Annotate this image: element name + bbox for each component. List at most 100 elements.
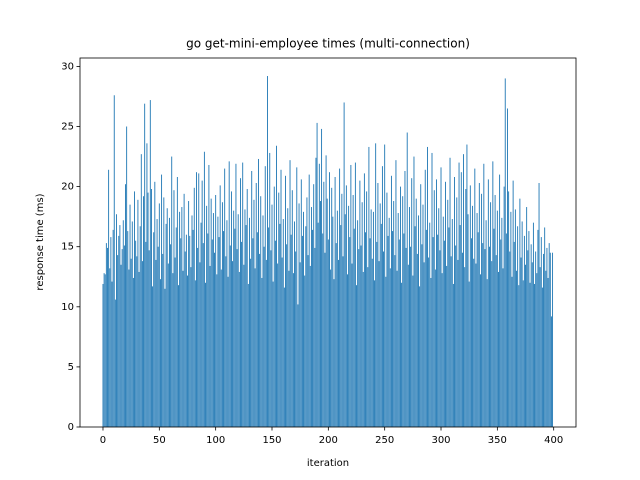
bar <box>407 264 409 427</box>
bar <box>112 229 114 427</box>
bar <box>394 255 396 427</box>
bar <box>347 274 348 427</box>
bar <box>199 262 201 427</box>
bar <box>174 257 176 427</box>
bar <box>212 213 214 427</box>
bar <box>464 267 466 427</box>
x-tick-label: 200 <box>319 435 338 446</box>
bar <box>223 231 224 427</box>
bar <box>544 227 546 427</box>
bar <box>256 232 258 427</box>
bar <box>233 210 235 427</box>
bar <box>338 259 339 427</box>
bar <box>386 192 388 427</box>
bar <box>295 251 297 427</box>
bar <box>182 270 184 427</box>
bar <box>361 202 363 427</box>
bar <box>402 196 404 427</box>
bar <box>331 187 333 427</box>
bar <box>451 219 453 427</box>
bar <box>552 252 554 427</box>
bar <box>429 222 431 427</box>
bar <box>279 223 281 427</box>
bar <box>409 207 410 427</box>
bar <box>445 181 446 427</box>
bar <box>384 144 386 427</box>
bar <box>342 256 344 427</box>
bar <box>254 268 256 427</box>
bar <box>442 216 444 427</box>
bar <box>165 223 167 427</box>
bar <box>491 261 493 427</box>
bar <box>441 273 443 427</box>
bar <box>153 232 155 427</box>
bar <box>378 261 380 427</box>
bar <box>326 198 328 427</box>
bar <box>261 277 263 427</box>
bar <box>274 240 276 427</box>
bar <box>540 237 542 427</box>
bar <box>237 214 239 427</box>
bar <box>268 227 270 427</box>
bar <box>341 193 343 427</box>
bar <box>232 261 234 427</box>
bar <box>173 190 175 427</box>
bar <box>283 287 285 427</box>
bar <box>340 225 342 427</box>
bar <box>103 273 105 427</box>
bar <box>457 259 459 427</box>
bar <box>263 246 265 427</box>
x-axis-label: iteration <box>307 458 349 469</box>
bar <box>217 216 219 427</box>
bar <box>312 229 314 427</box>
bar <box>487 179 489 427</box>
bar <box>548 243 550 427</box>
bar <box>525 264 526 427</box>
y-tick-label: 5 <box>68 362 74 373</box>
y-tick-label: 10 <box>61 302 74 313</box>
y-tick-label: 20 <box>61 182 74 193</box>
bar <box>499 174 501 427</box>
bar <box>412 275 414 427</box>
bar <box>117 255 119 427</box>
bar <box>303 211 304 427</box>
bar <box>413 156 415 428</box>
bar <box>241 241 243 427</box>
bar <box>550 316 552 427</box>
bar <box>108 169 110 428</box>
bar <box>512 180 514 427</box>
bar <box>272 281 274 427</box>
bar <box>228 161 230 427</box>
bar <box>537 229 539 427</box>
bar <box>390 175 392 427</box>
bar <box>513 241 515 427</box>
bar <box>377 183 379 427</box>
bar <box>214 252 215 427</box>
bar <box>292 273 294 427</box>
bar <box>127 231 129 427</box>
bar <box>493 228 495 427</box>
bar <box>269 152 271 427</box>
bar <box>339 168 341 427</box>
bar <box>230 191 232 427</box>
bar <box>107 247 108 427</box>
x-tick-label: 150 <box>262 435 281 446</box>
bar <box>163 197 165 427</box>
bar <box>546 247 548 427</box>
bar <box>161 174 163 427</box>
bar <box>332 216 334 427</box>
bar <box>104 274 106 427</box>
bar <box>194 280 196 427</box>
bar <box>258 158 259 427</box>
bar <box>321 128 323 427</box>
bar <box>196 172 197 427</box>
bar <box>395 160 397 427</box>
bar <box>119 225 121 427</box>
bar <box>149 100 151 427</box>
bar <box>350 164 352 427</box>
bar <box>146 143 148 428</box>
bar <box>313 184 315 427</box>
bar <box>514 209 516 427</box>
bar <box>458 162 460 427</box>
bar <box>496 210 498 427</box>
